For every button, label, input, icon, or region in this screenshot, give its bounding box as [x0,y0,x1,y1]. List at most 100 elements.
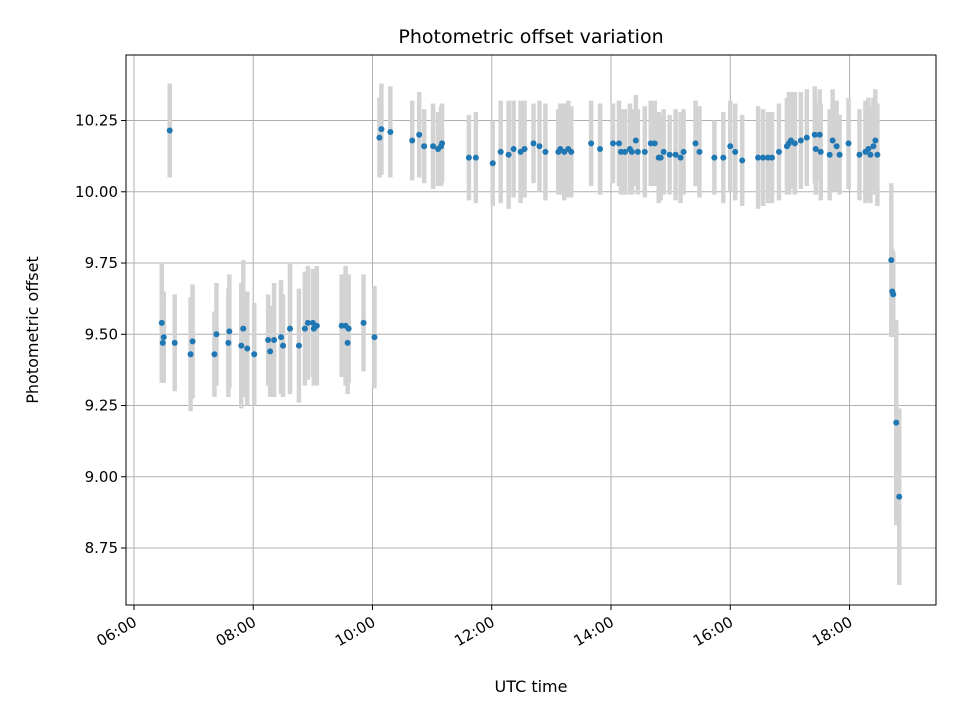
data-point [621,148,628,155]
data-point [542,148,549,155]
data-point [680,148,687,155]
data-point [609,140,616,147]
y-tick-label: 10.00 [75,183,118,201]
data-point [472,154,479,161]
data-point [791,140,798,147]
data-points [158,126,903,500]
data-point [286,325,293,332]
data-point [677,154,684,161]
y-tick-label: 9.25 [85,397,118,415]
data-point [893,419,900,426]
data-point [251,351,258,358]
data-point [867,151,874,158]
data-point [238,342,245,349]
data-point [159,339,166,346]
data-point [896,493,903,500]
data-point [872,137,879,144]
y-axis: 8.75 9.00 9.25 9.50 9.75 10.00 10.25 [75,112,126,557]
data-point [510,146,517,153]
data-point [870,143,877,150]
data-point [660,148,667,155]
data-point [816,131,823,138]
data-point [225,339,232,346]
data-point [812,146,819,153]
data-point [439,140,446,147]
y-tick-label: 9.75 [85,254,118,272]
data-point [345,325,352,332]
data-point [267,348,274,355]
y-tick-label: 10.25 [75,112,118,130]
data-point [651,140,658,147]
y-tick-label: 9.00 [85,468,118,486]
data-point [755,154,762,161]
y-tick-label: 8.75 [85,539,118,557]
data-point [696,148,703,155]
data-point [211,351,218,358]
data-point [833,143,840,150]
data-point [657,154,664,161]
data-point [226,328,233,335]
data-point [421,143,428,150]
data-point [803,134,810,141]
data-point [692,140,699,147]
data-point [265,336,272,343]
data-point [588,140,595,147]
data-point [666,151,673,158]
data-point [213,331,220,338]
data-point [775,148,782,155]
data-point [865,146,872,153]
data-point [769,154,776,161]
data-point [711,154,718,161]
data-point [811,131,818,138]
data-point [536,143,543,150]
data-point [240,325,247,332]
data-point [376,134,383,141]
data-point [530,140,537,147]
data-point [826,151,833,158]
data-point [160,334,167,341]
data-point [890,291,897,298]
data-point [634,148,641,155]
data-point [817,148,824,155]
data-point [189,338,196,345]
data-point [430,143,437,150]
data-point [344,339,351,346]
data-point [672,151,679,158]
data-point [874,151,881,158]
data-point [720,154,727,161]
data-point [278,334,285,341]
data-point [378,126,385,133]
data-point [280,342,287,349]
y-tick-label: 9.50 [85,325,118,343]
data-point [797,137,804,144]
x-axis-label: UTC time [495,677,568,696]
data-point [597,146,604,153]
data-point [304,319,311,326]
data-point [244,345,251,352]
data-point [615,140,622,147]
data-point [187,351,194,358]
data-point [505,151,512,158]
data-point [360,319,367,326]
data-point [836,151,843,158]
data-point [888,257,895,264]
data-point [166,127,173,134]
data-point [739,157,746,164]
data-point [845,140,852,147]
data-point [760,154,767,161]
data-point [628,148,635,155]
data-point [409,137,416,144]
data-point [313,322,320,329]
data-point [416,131,423,138]
data-point [568,148,575,155]
data-point [632,137,639,144]
data-point [301,325,308,332]
data-point [856,151,863,158]
data-point [727,143,734,150]
data-point [497,148,504,155]
data-point [465,154,472,161]
data-point [158,319,165,326]
data-point [371,334,378,341]
chart-title: Photometric offset variation [398,26,663,48]
